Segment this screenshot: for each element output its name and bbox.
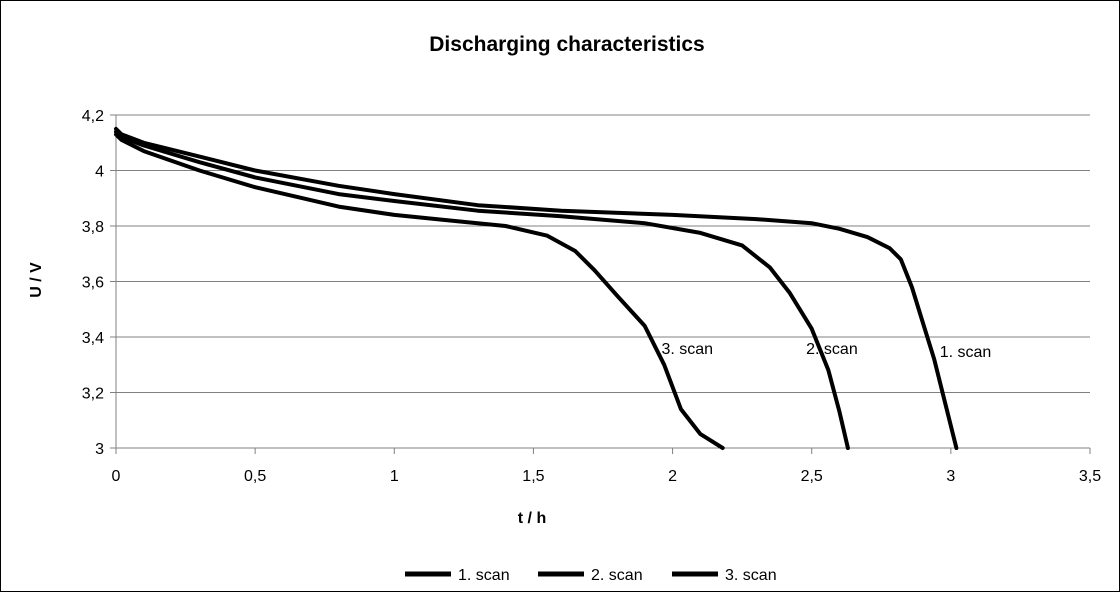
x-tick-label: 1,5 — [522, 468, 544, 485]
y-tick-label: 3,8 — [82, 219, 104, 236]
x-tick-label: 3 — [946, 468, 955, 485]
y-tick-label: 4,2 — [82, 108, 104, 125]
series-lines — [114, 126, 959, 450]
x-axis-label: t / h — [518, 510, 546, 527]
y-tick-label: 4 — [95, 164, 104, 181]
legend-label: 3. scan — [725, 567, 777, 584]
x-tick-label: 0,5 — [244, 468, 266, 485]
series-line-2 — [114, 129, 850, 450]
y-tick-label: 3,4 — [82, 330, 104, 347]
series-line-1 — [114, 126, 959, 450]
annotation-label: 1. scan — [940, 344, 992, 361]
y-axis-label: U / V — [28, 262, 45, 298]
x-tick-label: 1 — [390, 468, 399, 485]
y-tick-label: 3 — [95, 441, 104, 458]
x-tick-label: 2,5 — [801, 468, 823, 485]
y-tick-labels: 3 3,2 3,4 3,6 3,8 4 4,2 — [82, 108, 104, 458]
series-line-3 — [114, 132, 725, 450]
annotation-label: 2. scan — [806, 341, 858, 358]
axes — [110, 114, 1091, 454]
legend: 1. scan 2. scan 3. scan — [405, 567, 777, 584]
x-tick-label: 2 — [668, 468, 677, 485]
annotations: 1. scan 2. scan 3. scan — [661, 341, 991, 361]
chart-title: Discharging characteristics — [429, 33, 704, 56]
x-tick-labels: 0 0,5 1 1,5 2 2,5 3 3,5 — [112, 468, 1102, 485]
y-tick-label: 3,2 — [82, 386, 104, 403]
x-tick-label: 0 — [112, 468, 121, 485]
x-tick-label: 3,5 — [1079, 468, 1101, 485]
annotation-label: 3. scan — [661, 341, 713, 358]
legend-label: 1. scan — [458, 567, 510, 584]
legend-label: 2. scan — [591, 567, 643, 584]
y-tick-label: 3,6 — [82, 275, 104, 292]
